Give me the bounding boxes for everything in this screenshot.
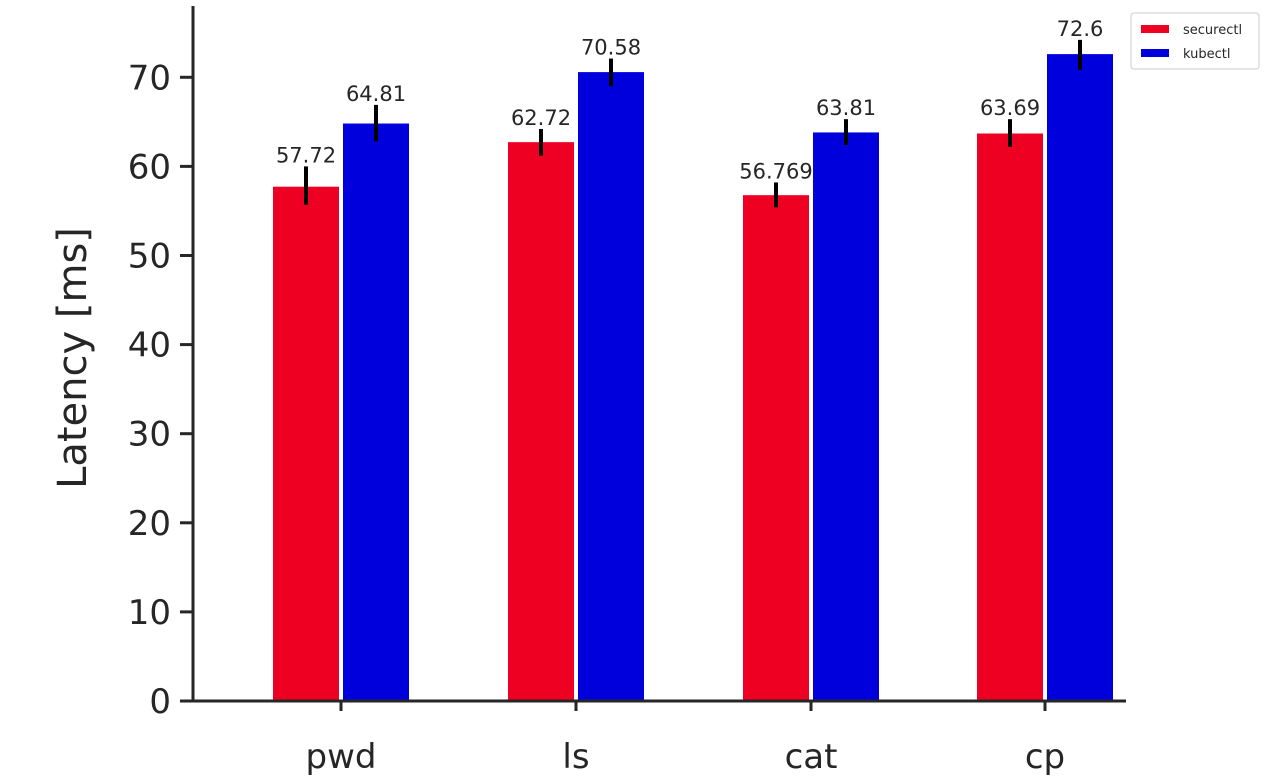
axes-layer [191,6,1126,703]
data-label-kubectl-cat: 63.81 [816,96,876,120]
legend: securectl kubectl [1130,12,1260,70]
y-tick-label-40: 40 [128,326,171,366]
data-label-kubectl-ls: 70.58 [581,36,641,60]
legend-label-securectl: securectl [1183,23,1242,38]
data-labels-layer: 57.72 64.81 62.72 70.58 56.769 63.81 63.69 72.6 [276,17,1103,184]
legend-swatch-securectl [1141,25,1169,33]
bar-securectl-pwd [273,186,339,701]
data-label-securectl-cp: 63.69 [980,96,1040,120]
y-ticks-layer: 0 10 20 30 40 50 60 70 [128,58,193,722]
y-tick-label-0: 0 [149,682,171,722]
y-tick-label-30: 30 [128,415,171,455]
x-tick-label-ls: ls [562,737,589,777]
data-label-kubectl-pwd: 64.81 [346,82,406,106]
data-label-securectl-cat: 56.769 [739,159,812,183]
bar-kubectl-ls [578,72,644,701]
bar-securectl-ls [508,142,574,702]
y-tick-label-70: 70 [128,58,171,98]
error-bars-layer [304,39,1082,208]
y-tick-label-60: 60 [128,147,171,187]
data-label-securectl-ls: 62.72 [511,106,571,130]
data-label-securectl-pwd: 57.72 [276,143,336,167]
bars-layer [273,54,1113,702]
y-tick-label-10: 10 [128,593,171,633]
bar-kubectl-cp [1047,54,1113,702]
x-tick-label-cat: cat [785,737,838,777]
bar-kubectl-cat [813,132,879,702]
y-axis-title: Latency [ms] [50,227,96,489]
bar-securectl-cat [743,195,809,702]
x-tick-label-pwd: pwd [306,737,377,777]
x-tick-label-cp: cp [1025,737,1065,777]
data-label-kubectl-cp: 72.6 [1057,17,1104,41]
bar-kubectl-pwd [343,123,409,701]
y-tick-label-50: 50 [128,236,171,276]
legend-swatch-kubectl [1141,49,1169,57]
x-ticks-layer: pwd ls cat cp [306,701,1065,777]
legend-label-kubectl: kubectl [1183,47,1230,62]
bar-securectl-cp [977,133,1043,702]
y-tick-label-20: 20 [128,504,171,544]
